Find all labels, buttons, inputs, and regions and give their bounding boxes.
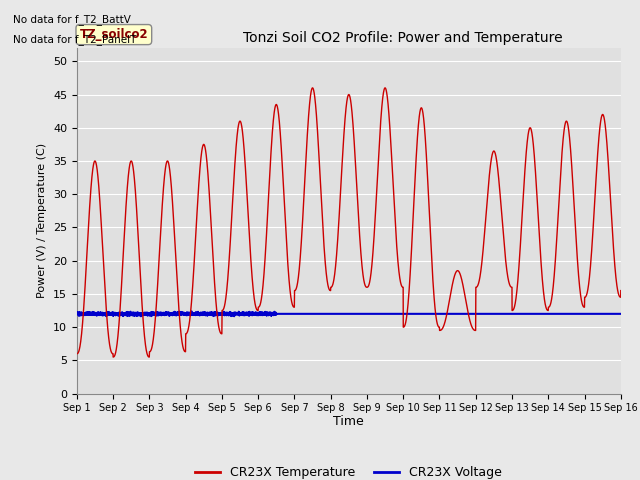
Text: No data for f_T2_PanelT: No data for f_T2_PanelT <box>13 34 136 45</box>
Text: TZ_soilco2: TZ_soilco2 <box>79 28 148 41</box>
Title: Tonzi Soil CO2 Profile: Power and Temperature: Tonzi Soil CO2 Profile: Power and Temper… <box>243 32 563 46</box>
Legend: CR23X Temperature, CR23X Voltage: CR23X Temperature, CR23X Voltage <box>190 461 508 480</box>
Y-axis label: Power (V) / Temperature (C): Power (V) / Temperature (C) <box>37 143 47 299</box>
X-axis label: Time: Time <box>333 415 364 428</box>
Text: No data for f_T2_BattV: No data for f_T2_BattV <box>13 14 131 25</box>
